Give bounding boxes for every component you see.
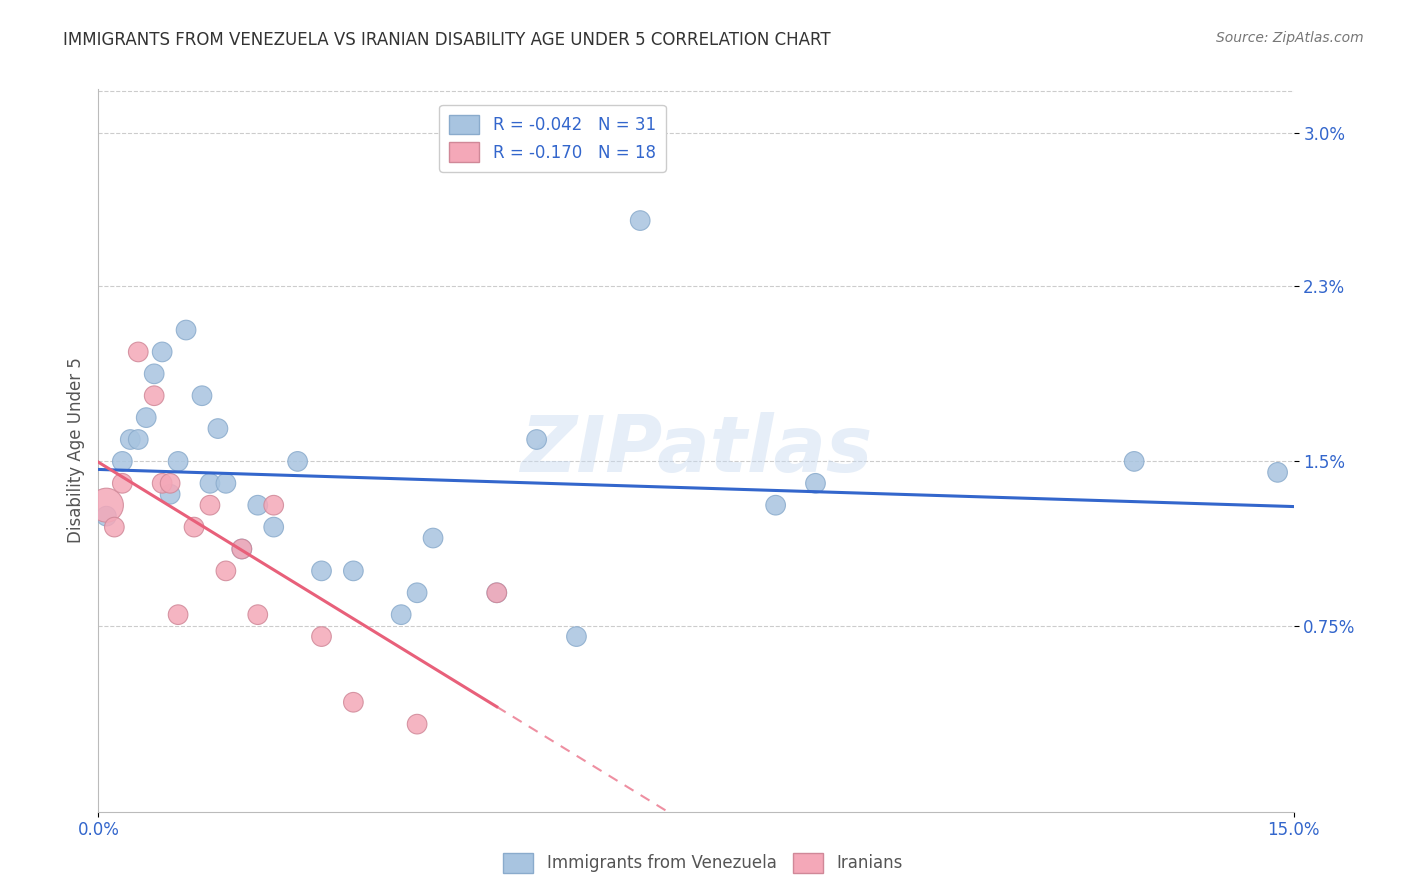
- Point: [342, 564, 364, 578]
- Point: [198, 476, 221, 491]
- Point: [159, 476, 181, 491]
- Legend: Immigrants from Venezuela, Iranians: Immigrants from Venezuela, Iranians: [496, 847, 910, 880]
- Point: [207, 421, 229, 435]
- Point: [215, 476, 238, 491]
- Point: [96, 498, 118, 512]
- Point: [111, 476, 134, 491]
- Point: [135, 410, 157, 425]
- Text: IMMIGRANTS FROM VENEZUELA VS IRANIAN DISABILITY AGE UNDER 5 CORRELATION CHART: IMMIGRANTS FROM VENEZUELA VS IRANIAN DIS…: [63, 31, 831, 49]
- Point: [485, 586, 508, 600]
- Point: [389, 607, 412, 622]
- Point: [127, 433, 149, 447]
- Point: [150, 476, 173, 491]
- Point: [311, 564, 333, 578]
- Point: [342, 695, 364, 709]
- Point: [287, 454, 309, 468]
- Point: [628, 213, 651, 227]
- Point: [526, 433, 548, 447]
- Point: [127, 345, 149, 359]
- Legend: R = -0.042   N = 31, R = -0.170   N = 18: R = -0.042 N = 31, R = -0.170 N = 18: [439, 104, 666, 171]
- Point: [1267, 466, 1289, 480]
- Y-axis label: Disability Age Under 5: Disability Age Under 5: [66, 358, 84, 543]
- Point: [159, 487, 181, 501]
- Point: [111, 454, 134, 468]
- Point: [198, 498, 221, 512]
- Point: [804, 476, 827, 491]
- Point: [246, 607, 269, 622]
- Point: [183, 520, 205, 534]
- Point: [406, 586, 429, 600]
- Point: [150, 345, 173, 359]
- Point: [191, 389, 214, 403]
- Point: [215, 564, 238, 578]
- Text: ZIPatlas: ZIPatlas: [520, 412, 872, 489]
- Point: [103, 520, 125, 534]
- Point: [263, 498, 285, 512]
- Point: [231, 541, 253, 556]
- Point: [765, 498, 787, 512]
- Point: [143, 389, 166, 403]
- Point: [485, 586, 508, 600]
- Point: [1123, 454, 1146, 468]
- Point: [246, 498, 269, 512]
- Point: [167, 607, 190, 622]
- Point: [231, 541, 253, 556]
- Point: [174, 323, 197, 337]
- Point: [96, 509, 118, 524]
- Point: [120, 433, 142, 447]
- Point: [565, 630, 588, 644]
- Point: [263, 520, 285, 534]
- Point: [167, 454, 190, 468]
- Point: [143, 367, 166, 381]
- Point: [311, 630, 333, 644]
- Point: [422, 531, 444, 545]
- Text: Source: ZipAtlas.com: Source: ZipAtlas.com: [1216, 31, 1364, 45]
- Point: [406, 717, 429, 731]
